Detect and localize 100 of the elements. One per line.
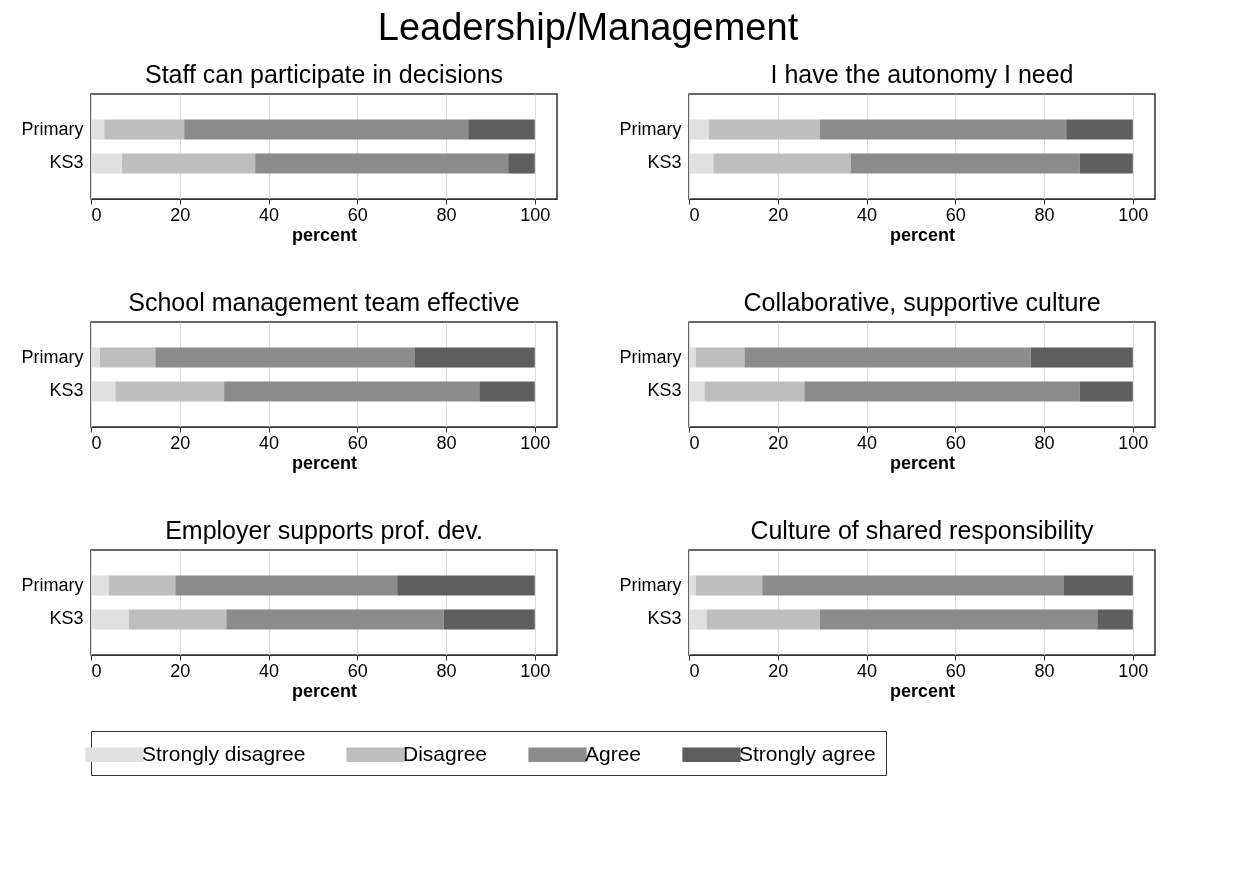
bar (706, 609, 820, 630)
chart-title: School management team effective (128, 288, 520, 316)
bar (122, 153, 256, 174)
x-tick-label: 20 (170, 432, 191, 453)
y-tick-label: KS3 (647, 380, 682, 401)
y-tick-label: KS3 (49, 380, 84, 401)
x-tick-label: 80 (1034, 204, 1055, 225)
x-tick-label: 100 (1118, 432, 1149, 453)
bar (508, 153, 535, 174)
x-axis-title: percent (889, 224, 956, 245)
y-tick-label: KS3 (647, 608, 682, 629)
x-tick-label: 20 (768, 432, 789, 453)
bar (255, 153, 509, 174)
bar (108, 575, 176, 596)
x-tick-label: 80 (436, 660, 457, 681)
x-tick-label: 20 (768, 204, 789, 225)
legend-label: Agree (585, 741, 642, 765)
bar (708, 119, 820, 140)
y-tick-label: Primary (619, 346, 682, 367)
bar (115, 381, 225, 402)
x-tick-label: 20 (170, 204, 191, 225)
x-axis-title: percent (291, 452, 358, 473)
x-tick-label: 60 (945, 204, 966, 225)
bar (99, 347, 156, 368)
bar (414, 347, 535, 368)
x-tick-label: 0 (91, 660, 102, 681)
bar (104, 119, 185, 140)
x-tick-label: 80 (1034, 660, 1055, 681)
bar (1030, 347, 1133, 368)
x-axis-title: percent (291, 224, 358, 245)
chart-title: I have the autonomy I need (770, 60, 1074, 88)
y-tick-label: Primary (619, 574, 682, 595)
y-tick-label: KS3 (49, 608, 84, 629)
x-tick-label: 100 (520, 204, 551, 225)
x-tick-label: 20 (170, 660, 191, 681)
x-tick-label: 80 (1034, 432, 1055, 453)
bar (224, 381, 480, 402)
bar (1097, 609, 1133, 630)
x-tick-label: 0 (91, 432, 102, 453)
legend-label: Strongly disagree (142, 741, 306, 765)
x-tick-label: 40 (857, 660, 878, 681)
x-tick-label: 0 (689, 204, 700, 225)
bar (397, 575, 535, 596)
x-tick-label: 80 (436, 204, 457, 225)
x-tick-label: 0 (689, 660, 700, 681)
x-axis-title: percent (889, 680, 956, 701)
bar (1064, 575, 1133, 596)
bar (819, 119, 1067, 140)
y-tick-label: Primary (21, 574, 84, 595)
x-axis-title: percent (889, 452, 956, 473)
y-tick-label: Primary (619, 118, 682, 139)
y-tick-label: KS3 (49, 152, 84, 173)
x-tick-label: 40 (259, 204, 280, 225)
bar (226, 609, 444, 630)
bar (175, 575, 398, 596)
legend-label: Disagree (403, 741, 488, 765)
x-tick-label: 60 (945, 432, 966, 453)
chart-title: Employer supports prof. dev. (165, 516, 483, 544)
y-tick-label: Primary (21, 346, 84, 367)
bar (713, 153, 851, 174)
bar (850, 153, 1080, 174)
bar (704, 381, 805, 402)
bar (1079, 153, 1133, 174)
bar (695, 575, 763, 596)
x-tick-label: 40 (857, 204, 878, 225)
y-tick-label: KS3 (647, 152, 682, 173)
bar (695, 347, 745, 368)
x-tick-label: 100 (520, 432, 551, 453)
x-tick-label: 100 (1118, 660, 1149, 681)
bar (479, 381, 535, 402)
x-tick-label: 60 (347, 204, 368, 225)
x-axis-title: percent (291, 680, 358, 701)
bar (819, 609, 1098, 630)
x-tick-label: 20 (768, 660, 789, 681)
chart-title: Culture of shared responsibility (750, 516, 1095, 544)
bar (1079, 381, 1133, 402)
x-tick-label: 80 (436, 432, 457, 453)
x-tick-label: 0 (689, 432, 700, 453)
x-tick-label: 40 (259, 660, 280, 681)
legend-label: Strongly agree (739, 741, 876, 765)
x-tick-label: 60 (945, 660, 966, 681)
bar (184, 119, 469, 140)
bar (762, 575, 1065, 596)
bar (443, 609, 535, 630)
bar (1066, 119, 1133, 140)
bar (468, 119, 535, 140)
bar (804, 381, 1080, 402)
bar (744, 347, 1031, 368)
y-tick-label: Primary (21, 118, 84, 139)
chart-title: Collaborative, supportive culture (743, 288, 1101, 316)
x-tick-label: 0 (91, 204, 102, 225)
chart-title: Staff can participate in decisions (144, 60, 504, 88)
x-tick-label: 60 (347, 432, 368, 453)
text: Leadership/Management (377, 6, 799, 49)
x-tick-label: 60 (347, 660, 368, 681)
x-tick-label: 40 (259, 432, 280, 453)
x-tick-label: 40 (857, 432, 878, 453)
x-tick-label: 100 (520, 660, 551, 681)
x-tick-label: 100 (1118, 204, 1149, 225)
bar (155, 347, 415, 368)
